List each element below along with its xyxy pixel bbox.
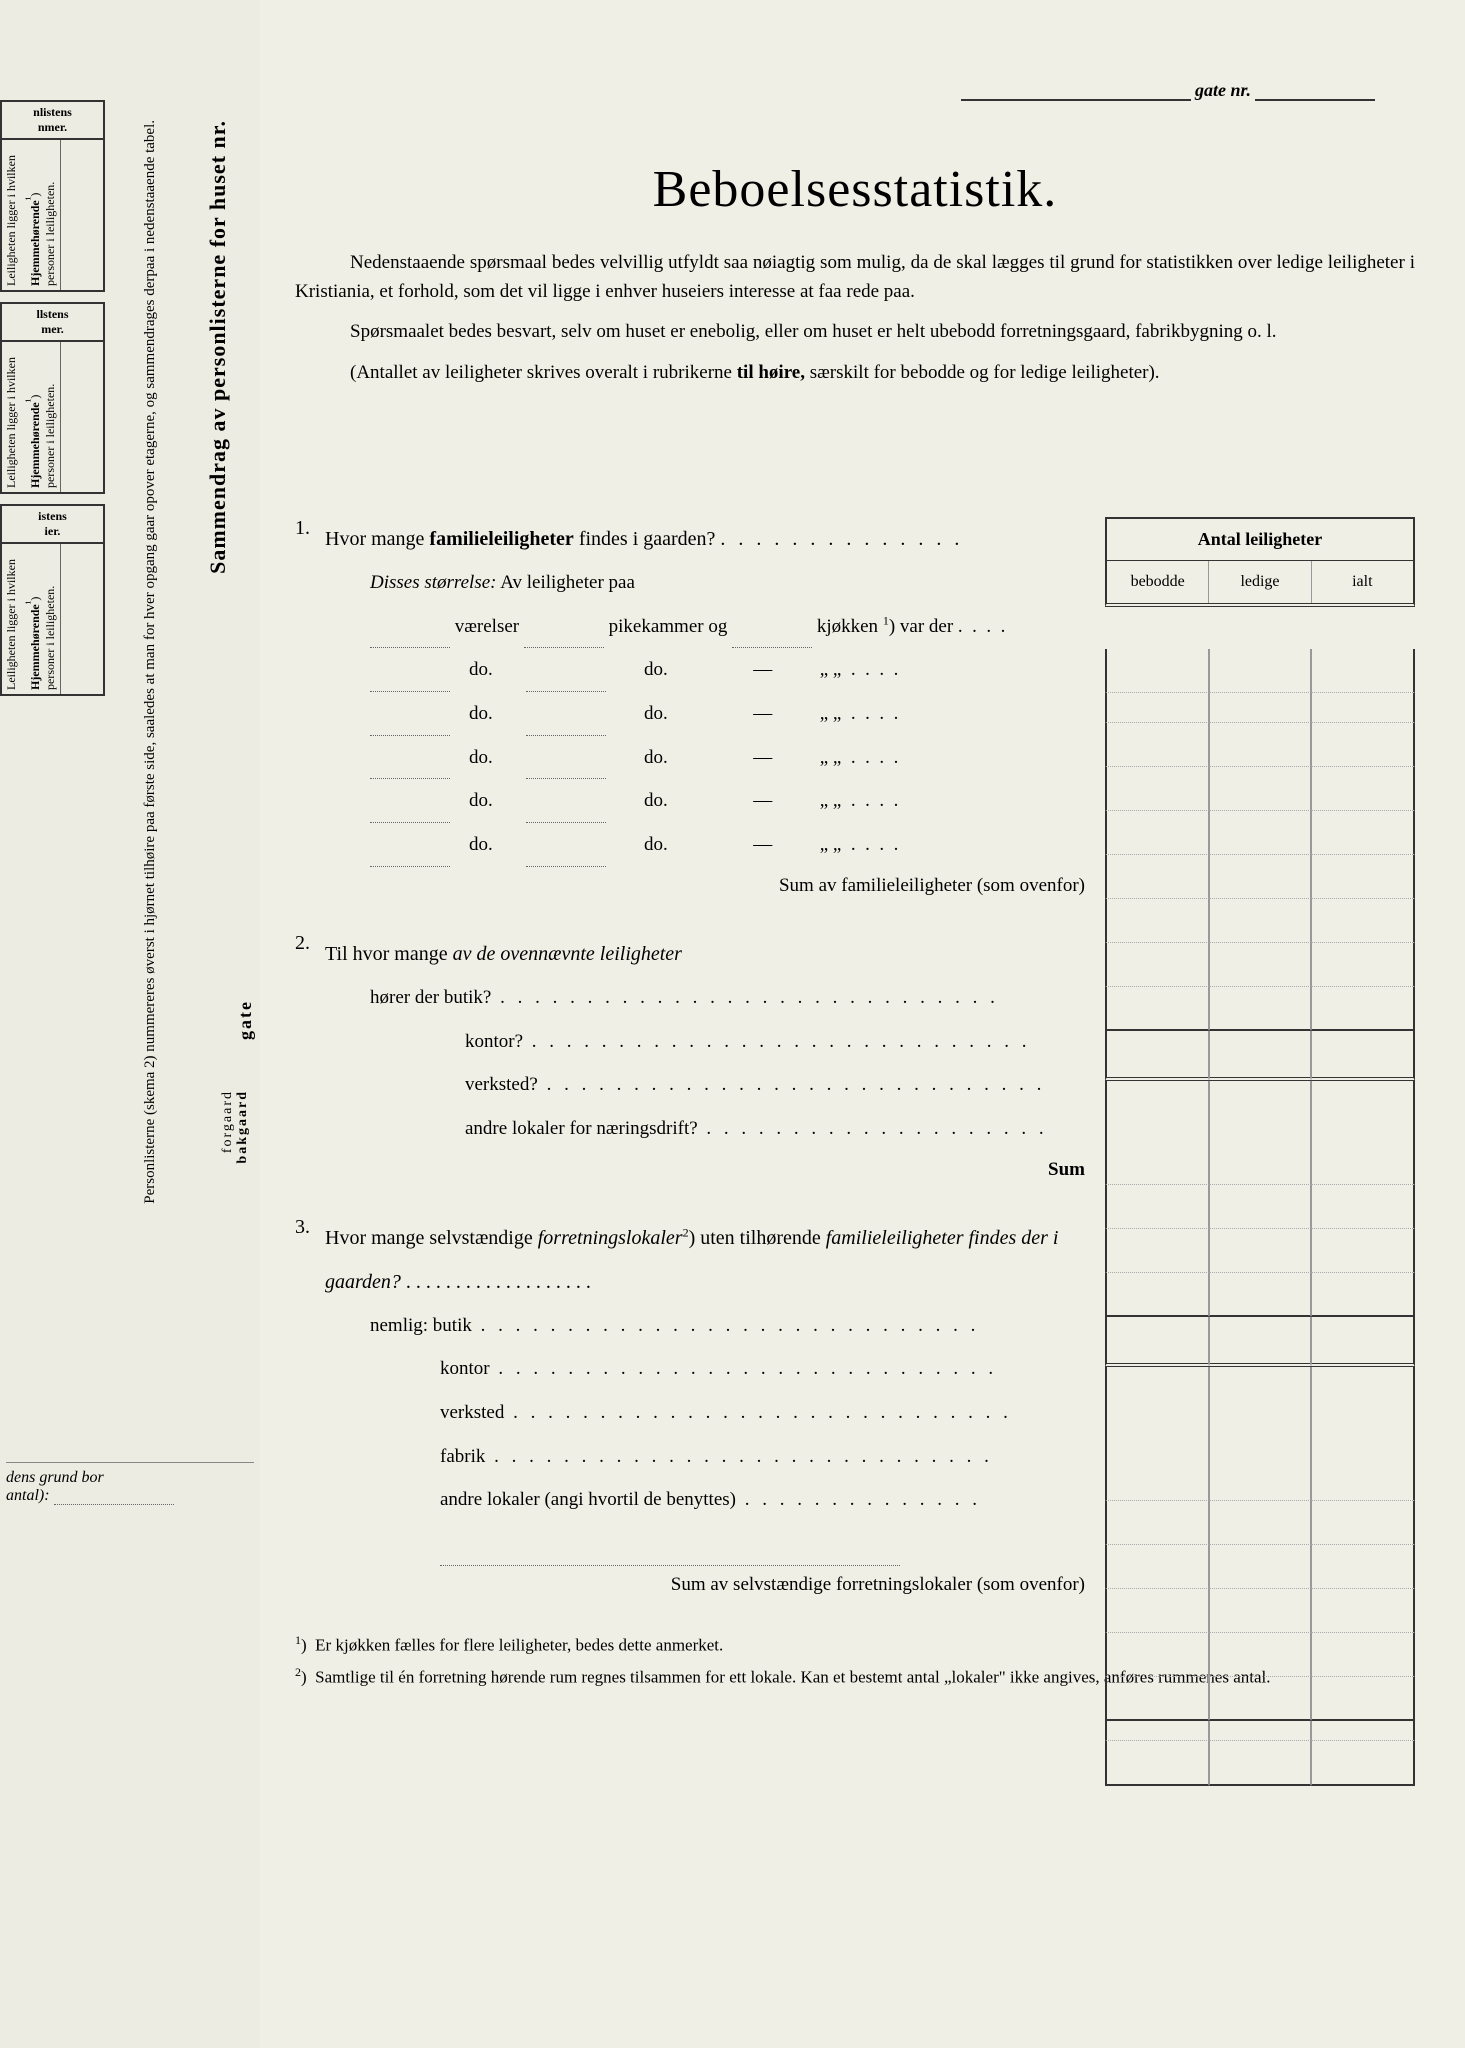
q1-do-row: do. do. — „ „ . . . .: [370, 779, 1095, 823]
main-content: gate nr. Beboelsesstatistik. Nedenstaaen…: [295, 80, 1415, 1694]
grund-note: dens grund bor antal):: [0, 1450, 260, 1511]
q3-nemlig: nemlig: butik: [370, 1304, 1095, 1348]
intro-p2: Spørsmaalet bedes besvart, selv om huset…: [295, 318, 1415, 347]
box-col-b: Hjemmehørende¹) personer i leiligheten.: [21, 140, 61, 290]
v-forgaard: forgaard: [220, 1090, 236, 1153]
box1-hdr-b: nmer.: [38, 120, 67, 134]
q2-num: 2.: [295, 932, 310, 955]
box2-col-b: Hjemmehørende¹) personer i leiligheten.: [21, 342, 61, 492]
q1-num: 1.: [295, 517, 310, 540]
q1-size: Disses størrelse: Av leiligheter paa: [370, 561, 1095, 605]
q2-sum: Sum: [325, 1159, 1095, 1181]
q1-do-row: do. do. — „ „ . . . .: [370, 692, 1095, 736]
q1-do-row: do. do. — „ „ . . . .: [370, 648, 1095, 692]
q3-num: 3.: [295, 1216, 310, 1239]
box3-hdr-b: ier.: [45, 524, 61, 538]
q3-d: andre lokaler (angi hvortil de benyttes): [440, 1478, 1095, 1522]
box2-hdr-a: llstens: [36, 307, 68, 321]
q3-sum: Sum av selvstændige forretningslokaler (…: [325, 1574, 1095, 1596]
q1-sum: Sum av familieleiligheter (som ovenfor): [325, 875, 1095, 897]
q3-block: 3. Hvor mange selvstændige forretningslo…: [325, 1216, 1095, 1596]
q3-c: fabrik: [440, 1435, 1095, 1479]
q2-text: Til hvor mange av de ovennævnte leilighe…: [325, 932, 1095, 976]
q3-b: verksted: [440, 1391, 1095, 1435]
table-area: Antal leiligheter bebodde ledige ialt: [295, 517, 1415, 1690]
box3-col-b: Hjemmehørende¹) personer i leiligheten.: [21, 544, 61, 694]
v-sub: Personlisterne (skema 2) nummereres øver…: [142, 120, 159, 1204]
q2-a: hører der butik?: [370, 976, 1095, 1020]
q1-head-row: værelser pikekammer og kjøkken 1) var de…: [370, 605, 1095, 649]
box2-hdr-b: mer.: [41, 322, 64, 336]
v-bakgaard: bakgaard: [235, 1090, 251, 1164]
q2-c: verksted?: [465, 1063, 1095, 1107]
q1-do-row: do. do. — „ „ . . . .: [370, 736, 1095, 780]
gate-nr-line: gate nr.: [961, 80, 1375, 101]
intro-p3: (Antallet av leiligheter skrives overalt…: [295, 359, 1415, 388]
v-gate: gate: [235, 1000, 256, 1040]
q3-a: kontor: [440, 1347, 1095, 1391]
box-col-a: Leiligheten ligger i hvilken: [2, 140, 21, 290]
left-panel: nlistens nmer. Leiligheten ligger i hvil…: [0, 0, 260, 2048]
questions: 1. Hvor mange familieleiligheter findes …: [295, 517, 1415, 1596]
q2-b: kontor?: [465, 1020, 1095, 1064]
vertical-labels: Sammendrag av personlisterne for huset n…: [120, 120, 260, 1320]
box3-col-a: Leiligheten ligger i hvilken: [2, 544, 21, 694]
q1-text: Hvor mange familieleiligheter findes i g…: [325, 517, 1095, 561]
q3-text: Hvor mange selvstændige forretningslokal…: [325, 1216, 1095, 1304]
q1-do-row: do. do. — „ „ . . . .: [370, 823, 1095, 867]
q2-block: 2. Til hvor mange av de ovennævnte leili…: [325, 932, 1095, 1181]
box2-col-a: Leiligheten ligger i hvilken: [2, 342, 21, 492]
q1-block: 1. Hvor mange familieleiligheter findes …: [325, 517, 1095, 897]
box1-hdr-a: nlistens: [33, 105, 72, 119]
page-title: Beboelsesstatistik.: [295, 160, 1415, 219]
left-boxes: nlistens nmer. Leiligheten ligger i hvil…: [0, 100, 105, 699]
box3-hdr-a: istens: [38, 509, 67, 523]
intro-p1: Nedenstaaende spørsmaal bedes velvillig …: [295, 249, 1415, 306]
q2-d: andre lokaler for næringsdrift?: [465, 1107, 1095, 1151]
v-title: Sammendrag av personlisterne for huset n…: [205, 120, 231, 574]
